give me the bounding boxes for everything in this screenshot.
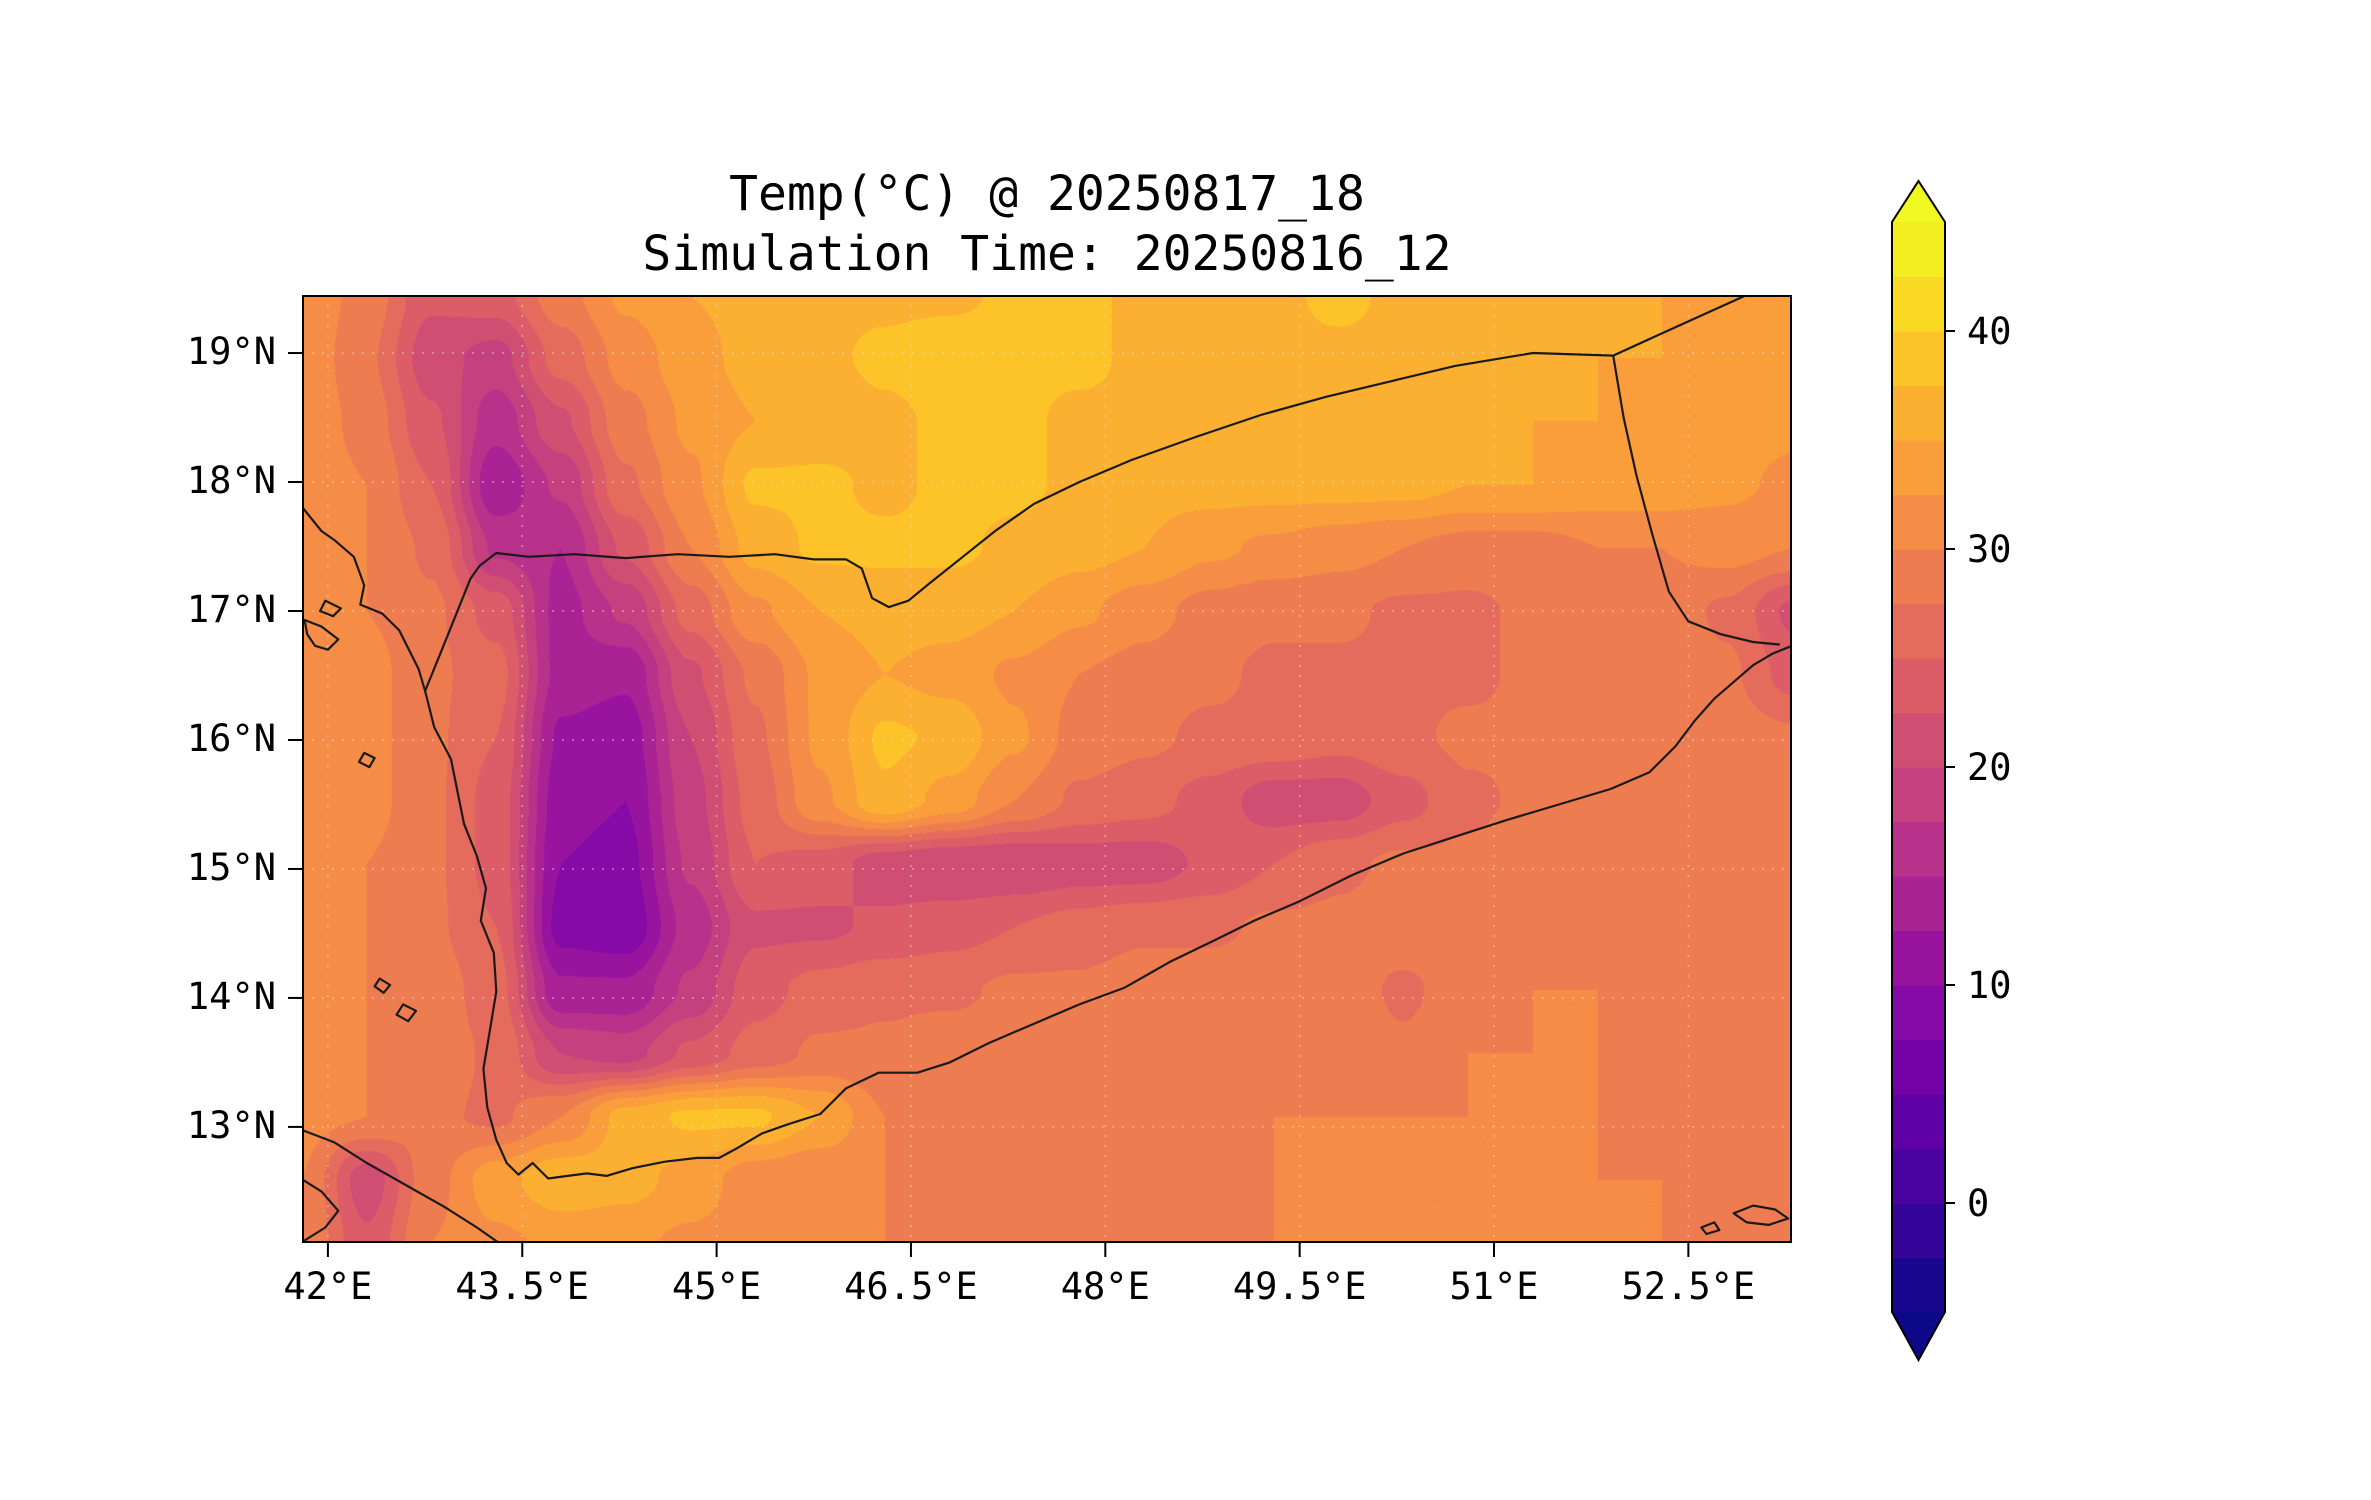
map-plot bbox=[302, 295, 1792, 1243]
hanish-1-outline bbox=[395, 1003, 418, 1023]
y-tick-label: 19°N bbox=[186, 330, 276, 374]
colorbar-extend-over-arrow bbox=[1892, 181, 1945, 222]
colorbar-band bbox=[1892, 712, 1945, 768]
africa-coast-line bbox=[302, 1128, 501, 1243]
yemen-saudi-border-line bbox=[423, 295, 1748, 693]
x-tick-label: 45°E bbox=[672, 1265, 762, 1308]
y-tick-label: 18°N bbox=[186, 459, 276, 503]
colorbar-band bbox=[1892, 985, 1945, 1041]
colorbar-band bbox=[1892, 331, 1945, 387]
figure-title: Temp(°C) @ 20250817_18 bbox=[729, 166, 1365, 222]
colorbar: 0 10 20 30 40 bbox=[1891, 179, 2012, 1363]
y-tick-label: 16°N bbox=[186, 716, 276, 760]
colorbar-band bbox=[1892, 494, 1945, 550]
colorbar-band bbox=[1892, 821, 1945, 877]
farasan-2-outline bbox=[319, 599, 343, 618]
colorbar-extend-under-arrow bbox=[1892, 1312, 1945, 1360]
colorbar-tick-label: 40 bbox=[1967, 310, 2012, 353]
colorbar-band bbox=[1892, 222, 1945, 278]
colorbar-band bbox=[1892, 549, 1945, 605]
africa-coast-hook-line bbox=[302, 1178, 340, 1242]
farasan-1-outline bbox=[303, 618, 340, 651]
figure-subtitle: Simulation Time: 20250816_12 bbox=[642, 226, 1452, 282]
colorbar-band bbox=[1892, 603, 1945, 659]
colorbar-band bbox=[1892, 1257, 1945, 1313]
colorbar-band bbox=[1892, 1148, 1945, 1204]
colorbar-band bbox=[1892, 1094, 1945, 1150]
colorbar-band bbox=[1892, 930, 1945, 986]
colorbar-band bbox=[1892, 276, 1945, 332]
x-tick-label: 42°E bbox=[283, 1265, 373, 1308]
x-tick-label: 46.5°E bbox=[844, 1265, 978, 1308]
colorbar-outline bbox=[1891, 179, 1946, 1363]
colorbar-tick-label: 30 bbox=[1967, 528, 2012, 571]
colorbar-tick-label: 20 bbox=[1967, 746, 2012, 789]
colorbar-tick-label: 10 bbox=[1967, 964, 2012, 1007]
colorbar-tick-label: 0 bbox=[1967, 1182, 1989, 1225]
y-tick-label: 14°N bbox=[186, 974, 276, 1018]
yemen-oman-border-line bbox=[1612, 354, 1781, 646]
y-tick-label: 17°N bbox=[186, 588, 276, 631]
coastline-border-overlay bbox=[302, 295, 1792, 1243]
zubair-outline bbox=[357, 751, 376, 769]
southeast-islet-1-outline bbox=[1732, 1204, 1790, 1227]
x-tick-label: 51°E bbox=[1449, 1265, 1539, 1308]
y-tick-label: 13°N bbox=[186, 1103, 276, 1147]
colorbar-band bbox=[1892, 658, 1945, 714]
colorbar-band bbox=[1892, 767, 1945, 823]
x-tick-label: 52.5°E bbox=[1621, 1265, 1756, 1308]
x-tick-label: 48°E bbox=[1060, 1265, 1150, 1308]
y-tick-label: 15°N bbox=[186, 845, 276, 889]
colorbar-band bbox=[1892, 385, 1945, 441]
colorbar-band bbox=[1892, 1039, 1945, 1095]
hanish-2-outline bbox=[373, 977, 392, 994]
x-tick-label: 49.5°E bbox=[1232, 1265, 1367, 1308]
arabia-coast-line bbox=[302, 505, 1792, 1180]
colorbar-band bbox=[1892, 440, 1945, 496]
colorbar-band bbox=[1892, 876, 1945, 932]
southeast-islet-2-outline bbox=[1700, 1221, 1721, 1236]
colorbar-band bbox=[1892, 1203, 1945, 1259]
x-tick-label: 43.5°E bbox=[455, 1265, 590, 1308]
temperature-field-canvas bbox=[302, 295, 1792, 1243]
